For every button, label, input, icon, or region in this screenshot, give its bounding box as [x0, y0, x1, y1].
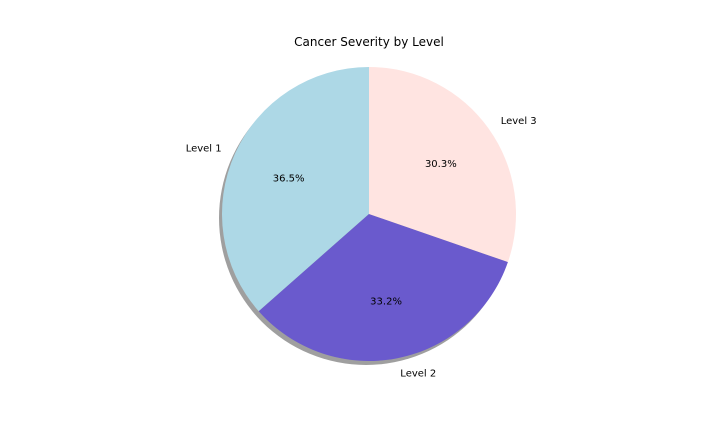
pie-slices — [222, 67, 517, 361]
pie-label-level-2: Level 2 — [400, 369, 436, 380]
pie-labels: Level 1 36.5% Level 2 33.2% Level 3 30.3% — [186, 116, 537, 379]
pie-label-level-1: Level 1 — [186, 143, 222, 154]
pie-slice-level-2 — [258, 214, 508, 361]
chart-title: Cancer Severity by Level — [294, 35, 444, 49]
pie-label-level-3: Level 3 — [501, 116, 537, 127]
pie-slice-level-3 — [369, 67, 517, 263]
pie-percent-level-1: 36.5% — [273, 174, 305, 185]
pie-percent-level-2: 33.2% — [370, 297, 402, 308]
pie-percent-level-3: 30.3% — [425, 159, 457, 170]
pie-slice-level-1 — [222, 67, 369, 312]
